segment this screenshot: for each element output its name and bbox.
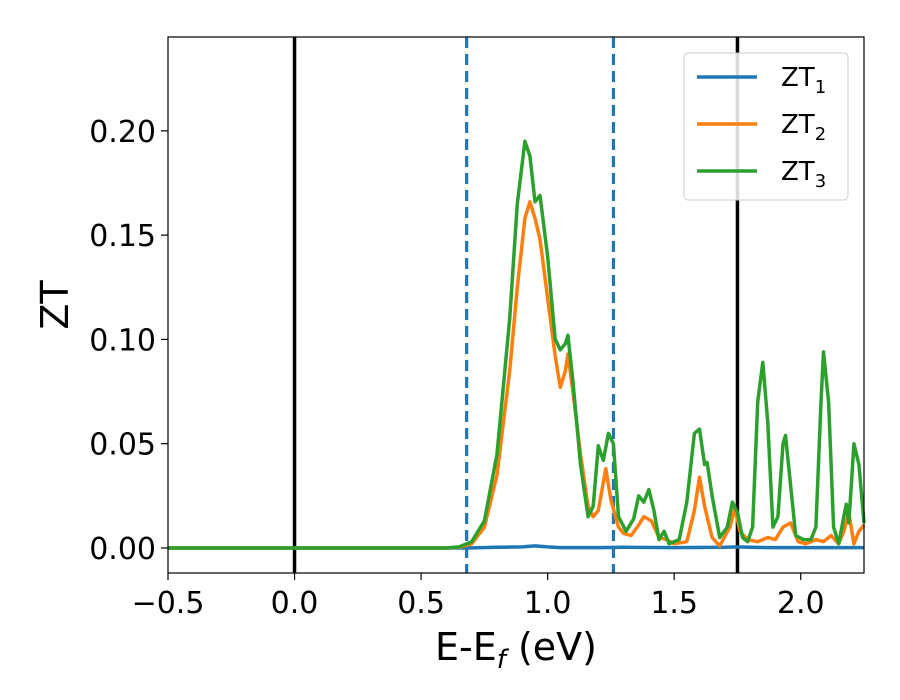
- y-tick-label: 0.00: [89, 532, 156, 567]
- y-axis-ticks: 0.00 0.05 0.10 0.15 0.20: [89, 115, 168, 567]
- x-tick-label: 2.0: [777, 586, 825, 621]
- legend-label-3: ZT3: [781, 157, 826, 192]
- x-tick-label: 0.0: [271, 586, 319, 621]
- series-line-2: [168, 200, 866, 550]
- x-axis-label-main: E-E: [435, 625, 497, 669]
- x-axis-label-unit: (eV): [506, 625, 597, 669]
- legend-label-1: ZT1: [781, 63, 826, 98]
- x-tick-label: 0.5: [397, 586, 445, 621]
- x-tick-label: 1.5: [650, 586, 698, 621]
- x-axis-ticks: −0.5 0.0 0.5 1.0 1.5 2.0: [132, 573, 825, 621]
- plot-frame: [167, 36, 865, 574]
- series-line-1: [168, 544, 864, 550]
- y-tick-label: 0.10: [89, 323, 156, 358]
- y-tick-label: 0.20: [89, 115, 156, 150]
- y-tick-label: 0.15: [89, 219, 156, 254]
- x-tick-label: −0.5: [132, 586, 205, 621]
- legend: ZT1 ZT2 ZT3: [683, 52, 849, 201]
- series-lines: [168, 139, 866, 550]
- x-tick-label: 1.0: [524, 586, 572, 621]
- x-axis-label: E-Ef (eV): [435, 625, 597, 675]
- legend-label-2: ZT2: [781, 110, 826, 145]
- legend-box: [683, 52, 849, 201]
- y-tick-label: 0.05: [89, 428, 156, 463]
- y-axis-label: ZT: [33, 280, 77, 330]
- series-line-3: [168, 139, 866, 550]
